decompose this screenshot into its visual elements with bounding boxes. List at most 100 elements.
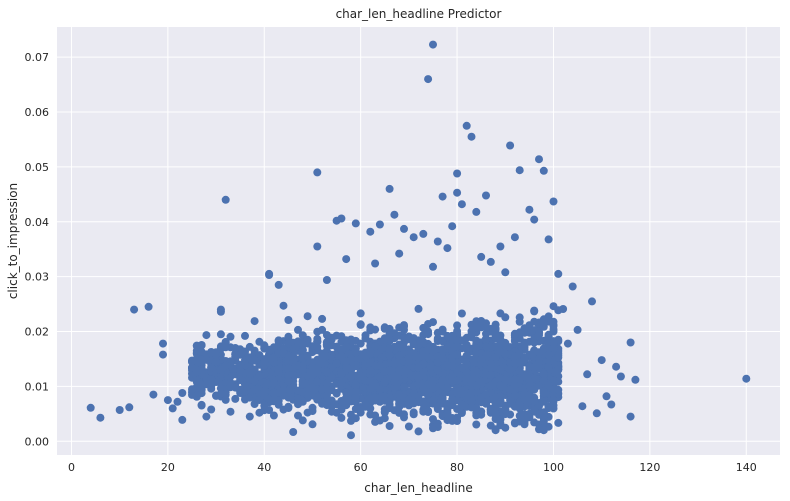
scatter-point — [520, 353, 529, 362]
scatter-point — [482, 191, 490, 200]
scatter-point — [409, 233, 418, 242]
scatter-point — [544, 351, 553, 360]
scatter-point — [380, 377, 389, 386]
scatter-point — [501, 349, 510, 358]
scatter-point — [159, 350, 167, 359]
scatter-point — [298, 416, 307, 425]
scatter-point — [530, 338, 539, 347]
scatter-point — [429, 396, 437, 405]
y-tick-label: 0.05 — [25, 161, 50, 174]
scatter-point — [226, 332, 235, 341]
scatter-point — [390, 329, 399, 338]
y-tick-label: 0.02 — [25, 326, 50, 339]
scatter-point — [539, 166, 548, 175]
scatter-point — [303, 351, 312, 360]
scatter-point — [530, 406, 539, 415]
scatter-point — [429, 262, 437, 271]
scatter-point — [457, 200, 466, 209]
scatter-point — [530, 418, 539, 427]
scatter-point — [380, 396, 389, 405]
x-tick-label: 0 — [68, 461, 75, 474]
scatter-point — [284, 376, 293, 385]
scatter-point — [612, 362, 621, 371]
scatter-point — [535, 155, 543, 164]
scatter-point — [221, 195, 230, 204]
scatter-point — [510, 375, 519, 384]
scatter-point — [250, 317, 259, 326]
scatter-point — [298, 365, 307, 374]
scatter-point — [202, 355, 211, 364]
scatter-point — [419, 399, 428, 408]
scatter-point — [429, 347, 437, 356]
scatter-point — [351, 414, 360, 423]
scatter-point — [482, 342, 490, 351]
scatter-point — [549, 385, 558, 394]
scatter-point — [409, 399, 418, 408]
scatter-point — [390, 210, 399, 219]
scatter-point — [250, 377, 259, 386]
scatter-point — [453, 342, 462, 351]
scatter-point — [313, 242, 322, 251]
scatter-point — [491, 320, 500, 329]
scatter-point — [279, 301, 288, 310]
scatter-point — [322, 276, 331, 284]
scatter-point — [207, 363, 216, 372]
scatter-point — [491, 425, 500, 434]
scatter-point — [96, 413, 105, 422]
scatter-point — [457, 389, 466, 398]
scatter-point — [544, 402, 553, 411]
scatter-point — [472, 336, 481, 345]
scatter-point — [535, 348, 543, 357]
scatter-point — [438, 337, 447, 346]
scatter-point — [414, 353, 423, 362]
scatter-point — [380, 324, 389, 333]
scatter-point — [313, 168, 322, 177]
y-tick-label: 0.07 — [25, 51, 50, 64]
scatter-point — [269, 411, 278, 420]
scatter-point — [226, 382, 235, 391]
scatter-point — [385, 366, 394, 375]
scatter-point — [255, 396, 264, 404]
scatter-point — [351, 348, 360, 357]
scatter-point — [115, 406, 124, 414]
x-axis-label: char_len_headline — [364, 481, 472, 495]
scatter-point — [588, 297, 596, 306]
scatter-point — [424, 388, 433, 397]
scatter-point — [159, 339, 167, 348]
scatter-point — [438, 354, 447, 362]
scatter-point — [453, 376, 462, 385]
scatter-point — [366, 227, 375, 236]
scatter-point — [414, 392, 423, 401]
scatter-point — [342, 388, 351, 397]
scatter-point — [462, 333, 471, 342]
scatter-point — [501, 338, 510, 347]
scatter-point — [438, 192, 447, 201]
scatter-point — [265, 395, 274, 404]
y-tick-label: 0.01 — [25, 380, 50, 393]
scatter-point — [197, 365, 206, 374]
scatter-point — [539, 389, 548, 398]
x-tick-label: 100 — [543, 461, 564, 474]
scatter-point — [501, 268, 510, 277]
scatter-point — [554, 418, 563, 427]
scatter-point — [525, 363, 534, 371]
x-tick-label: 80 — [450, 461, 464, 474]
scatter-point — [337, 351, 346, 360]
scatter-point — [472, 323, 481, 332]
scatter-point — [322, 331, 331, 339]
scatter-point — [188, 356, 196, 365]
scatter-point — [472, 207, 481, 216]
chart-title: char_len_headline Predictor — [336, 7, 502, 21]
scatter-point — [597, 356, 606, 365]
scatter-point — [371, 393, 380, 402]
scatter-point — [351, 392, 360, 401]
scatter-point — [549, 339, 558, 347]
scatter-point — [289, 428, 298, 436]
scatter-point — [530, 317, 539, 326]
scatter-point — [539, 376, 548, 385]
scatter-point — [322, 379, 331, 388]
scatter-point — [313, 327, 322, 336]
scatter-point — [241, 387, 249, 396]
x-tick-label: 40 — [257, 461, 271, 474]
y-tick-label: 0.00 — [25, 435, 50, 448]
